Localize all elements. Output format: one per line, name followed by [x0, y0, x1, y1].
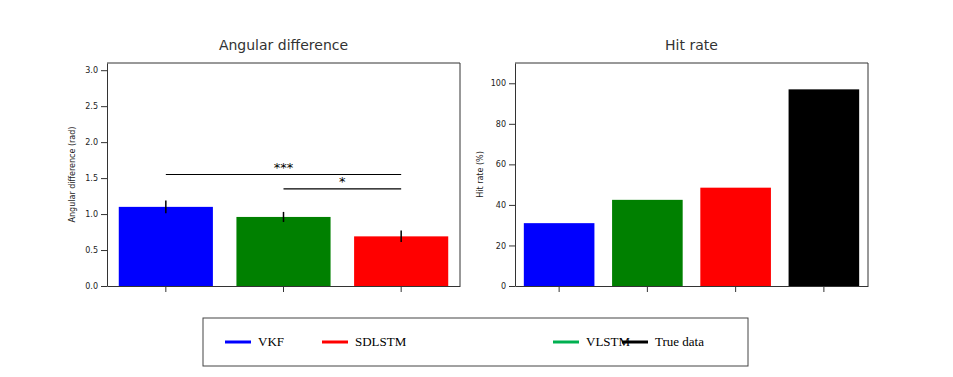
x-tick-mark: [735, 286, 736, 292]
bar: [524, 223, 595, 286]
chart-panel: 0 20 40 60 80 100 Hit rate Hit rate (%): [476, 37, 869, 292]
bar: [789, 89, 860, 286]
chart-panel: 0.0 0.5 1.0 1.5 2.0 2.5 3.0 Angular difference A…: [68, 37, 461, 292]
y-tick-mark: [509, 164, 515, 165]
legend-swatch: [225, 341, 251, 344]
y-tick-label: 1.0: [85, 210, 98, 219]
y-tick-label: 60: [496, 160, 506, 169]
plot-area: [119, 200, 448, 286]
x-tick: [283, 286, 284, 292]
frame-top: [515, 63, 868, 64]
x-tick-mark: [559, 286, 560, 292]
y-axis: 0.0 0.5 1.0 1.5 2.0 2.5 3.0: [85, 64, 107, 292]
x-tick: [735, 286, 736, 292]
y-axis-line: [107, 64, 108, 287]
y-tick-label: 1.5: [85, 174, 98, 183]
y-tick: 2.5: [85, 102, 107, 111]
x-tick: [165, 286, 166, 292]
x-tick-mark: [647, 286, 648, 292]
x-tick-mark: [823, 286, 824, 292]
y-axis: 0 20 40 60 80 100: [491, 64, 516, 292]
y-tick-mark: [101, 106, 107, 107]
significance-label: ***: [274, 160, 294, 175]
x-tick: [559, 286, 560, 292]
y-axis-title: Angular difference (rad): [68, 127, 77, 223]
frame-top: [107, 63, 460, 64]
y-tick-mark: [101, 178, 107, 179]
x-axis: [108, 286, 461, 292]
y-tick-label: 80: [496, 120, 506, 129]
y-tick-label: 3.0: [85, 66, 98, 75]
x-tick: [647, 286, 648, 292]
legend-label: VKF: [258, 334, 284, 349]
bar: [236, 217, 330, 286]
frame-right: [460, 63, 461, 286]
y-tick-mark: [509, 286, 515, 287]
plot-area: [524, 89, 859, 286]
y-tick-mark: [101, 214, 107, 215]
y-tick-label: 0.0: [85, 282, 98, 291]
chart-title: Hit rate: [665, 37, 718, 53]
x-axis: [516, 286, 869, 292]
y-tick-label: 100: [491, 79, 506, 88]
y-tick-label: 2.5: [85, 102, 98, 111]
y-tick-mark: [101, 286, 107, 287]
bar: [700, 188, 771, 286]
y-tick: 60: [496, 160, 515, 169]
chart-title: Angular difference: [219, 37, 348, 53]
y-tick: 1.0: [85, 210, 107, 219]
y-tick: 40: [496, 201, 515, 210]
y-tick: 80: [496, 120, 515, 129]
y-tick-label: 0.5: [85, 246, 98, 255]
legend: VKFSDLSTMVLSTMTrue data: [203, 318, 748, 366]
bar: [119, 207, 213, 286]
y-tick: 3.0: [85, 66, 107, 75]
frame-right: [868, 63, 869, 286]
x-tick-mark: [283, 286, 284, 292]
y-axis-title: Hit rate (%): [476, 151, 485, 198]
y-tick: 0.5: [85, 246, 107, 255]
bar: [354, 236, 448, 286]
y-tick-mark: [101, 70, 107, 71]
x-tick: [401, 286, 402, 292]
y-tick-mark: [509, 124, 515, 125]
y-tick-label: 20: [496, 242, 506, 251]
bar: [612, 200, 683, 286]
error-bar: [283, 212, 285, 222]
legend-swatch: [322, 341, 348, 344]
y-axis-line: [515, 64, 516, 287]
y-tick-label: 2.0: [85, 138, 98, 147]
legend-box: [203, 318, 748, 366]
y-tick: 1.5: [85, 174, 107, 183]
y-tick: 20: [496, 242, 515, 251]
y-tick-label: 0: [501, 282, 506, 291]
y-tick-mark: [101, 142, 107, 143]
y-tick-mark: [509, 245, 515, 246]
legend-label: SDLSTM: [355, 334, 407, 349]
y-tick-label: 40: [496, 201, 506, 210]
y-tick-mark: [509, 83, 515, 84]
legend-swatch: [553, 341, 579, 344]
error-bar: [165, 200, 167, 213]
figure: 0.0 0.5 1.0 1.5 2.0 2.5 3.0 Angular difference A…: [0, 0, 953, 377]
x-tick: [823, 286, 824, 292]
legend-label: True data: [655, 334, 704, 349]
x-tick-mark: [165, 286, 166, 292]
y-tick-mark: [509, 205, 515, 206]
x-axis-line: [516, 286, 869, 287]
y-tick: 100: [491, 79, 515, 88]
y-tick-mark: [101, 250, 107, 251]
error-bar: [400, 231, 402, 243]
y-tick: 2.0: [85, 138, 107, 147]
y-tick: 0.0: [85, 282, 107, 291]
significance-label: *: [339, 174, 346, 189]
y-tick: 0: [501, 282, 515, 291]
x-tick-mark: [401, 286, 402, 292]
legend-swatch: [622, 341, 648, 344]
